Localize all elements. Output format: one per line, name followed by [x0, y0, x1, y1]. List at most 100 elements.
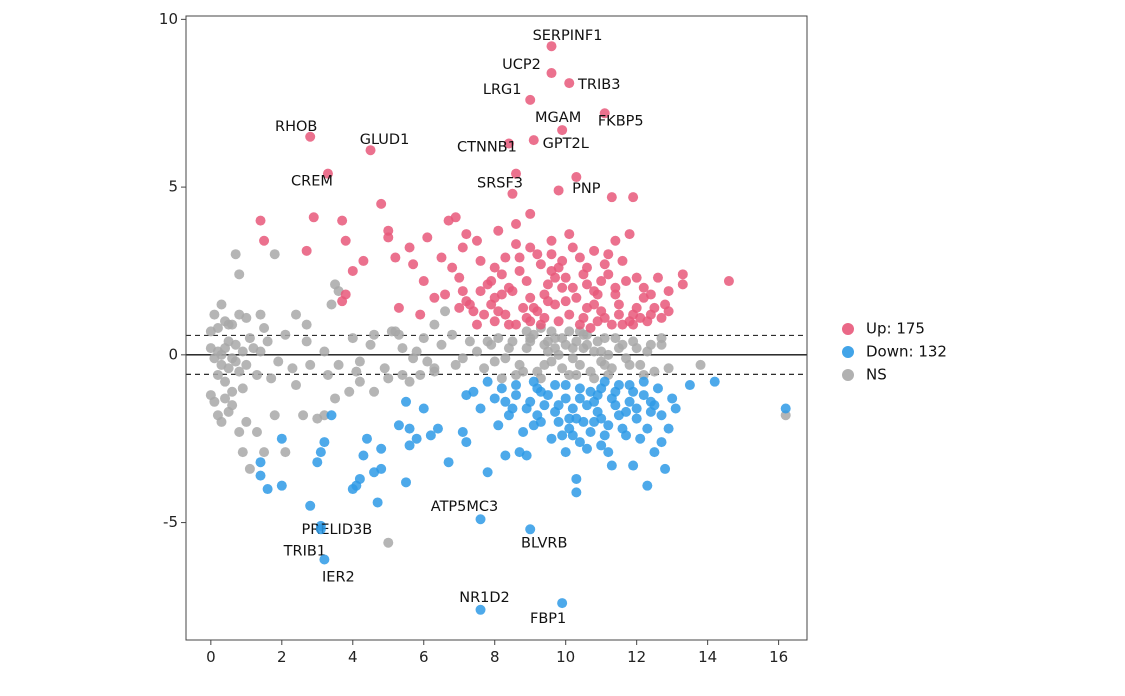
- down-point: [475, 403, 486, 414]
- down-point: [557, 430, 568, 441]
- ns-point: [354, 356, 365, 367]
- up-point: [503, 319, 514, 330]
- ns-point: [220, 393, 231, 404]
- down-point: [571, 473, 582, 484]
- labeled-point: [546, 68, 557, 79]
- gene-label: PRELID3B: [302, 522, 373, 538]
- x-tick-label: 4: [348, 648, 358, 666]
- down-point: [361, 433, 372, 444]
- down-point: [393, 420, 404, 431]
- down-point: [255, 470, 266, 481]
- ns-point: [436, 339, 447, 350]
- down-point: [645, 396, 656, 407]
- down-point: [574, 437, 585, 448]
- down-point: [535, 416, 546, 427]
- up-point: [464, 299, 475, 310]
- ns-point: [596, 346, 607, 357]
- up-point: [383, 232, 394, 243]
- x-tick-label: 2: [277, 648, 287, 666]
- up-point: [599, 259, 610, 270]
- down-point: [621, 406, 632, 417]
- down-points: [255, 376, 791, 511]
- labeled-point: [305, 131, 316, 142]
- ns-point: [599, 333, 610, 344]
- up-point: [518, 302, 529, 313]
- up-point: [610, 282, 621, 293]
- up-point: [496, 289, 507, 300]
- up-point: [393, 302, 404, 313]
- down-point: [560, 447, 571, 458]
- ns-point: [404, 376, 415, 387]
- ns-point: [251, 427, 262, 437]
- up-point: [525, 242, 536, 253]
- legend-marker-up: [842, 323, 854, 335]
- gene-label: SRSF3: [477, 176, 523, 192]
- down-point: [649, 447, 660, 458]
- labeled-point: [365, 145, 376, 156]
- up-point: [535, 259, 546, 270]
- up-point: [450, 212, 461, 223]
- down-point: [511, 390, 522, 401]
- up-point: [557, 255, 568, 266]
- up-point: [408, 259, 419, 270]
- legend-label-down: Down: 132: [866, 343, 947, 361]
- down-point: [500, 450, 511, 461]
- up-point: [528, 302, 539, 313]
- ns-point: [209, 396, 220, 407]
- ns-point: [266, 373, 277, 384]
- up-point: [511, 239, 522, 250]
- ns-point: [496, 373, 507, 384]
- labeled-point: [571, 172, 582, 183]
- ns-point: [397, 343, 408, 354]
- down-point: [418, 403, 429, 414]
- labeled-point: [475, 514, 486, 525]
- ns-point: [589, 373, 600, 384]
- gene-label: ATP5MC3: [431, 499, 498, 515]
- ns-point: [241, 359, 252, 370]
- y-tick-label: 5: [168, 178, 178, 196]
- down-point: [709, 376, 720, 387]
- ns-point: [383, 373, 394, 384]
- ns-point: [663, 363, 674, 374]
- legend-label-up: Up: 175: [866, 320, 925, 338]
- up-point: [621, 276, 632, 287]
- up-point: [475, 255, 486, 266]
- legend-marker-down: [842, 346, 854, 358]
- ns-point: [319, 346, 330, 357]
- legend-marker-ns: [842, 369, 854, 381]
- ns-point: [251, 369, 262, 380]
- down-point: [354, 473, 365, 484]
- up-point: [454, 272, 465, 283]
- ns-point: [326, 299, 337, 310]
- up-point: [553, 185, 564, 196]
- ns-point: [440, 306, 451, 317]
- ns-point: [234, 427, 245, 437]
- ns-point: [365, 339, 376, 350]
- up-point: [635, 312, 646, 323]
- ns-point: [379, 363, 390, 374]
- down-point: [667, 393, 678, 404]
- ns-point: [241, 312, 252, 323]
- x-tick-label: 12: [627, 648, 646, 666]
- up-point: [592, 289, 603, 300]
- down-point: [642, 423, 653, 434]
- down-point: [372, 497, 383, 508]
- ns-point: [571, 369, 582, 380]
- down-point: [511, 380, 522, 391]
- up-point: [337, 296, 348, 307]
- gene-label: TRIB3: [577, 77, 620, 93]
- up-point: [560, 272, 571, 283]
- up-point: [496, 269, 507, 280]
- labeled-point: [503, 138, 514, 149]
- ns-point: [589, 346, 600, 357]
- down-point: [567, 430, 578, 441]
- up-point: [631, 272, 642, 283]
- up-point: [521, 312, 532, 323]
- ns-point: [503, 343, 514, 354]
- up-point: [337, 215, 348, 226]
- ns-point: [645, 339, 656, 350]
- down-point: [567, 403, 578, 414]
- ns-point: [227, 400, 238, 411]
- up-point: [429, 292, 440, 303]
- ns-point: [230, 249, 241, 260]
